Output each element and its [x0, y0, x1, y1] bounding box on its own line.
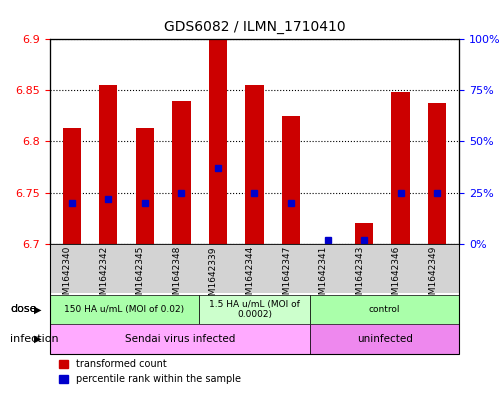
Text: GSM1642347: GSM1642347 [282, 246, 291, 307]
Text: ▶: ▶ [33, 305, 41, 314]
Text: Sendai virus infected: Sendai virus infected [125, 334, 236, 344]
Text: GSM1642344: GSM1642344 [246, 246, 254, 307]
Bar [310, 324, 459, 354]
Bar [209, 39, 227, 244]
Text: 150 HA u/mL (MOI of 0.02): 150 HA u/mL (MOI of 0.02) [64, 305, 184, 314]
Title: GDS6082 / ILMN_1710410: GDS6082 / ILMN_1710410 [164, 20, 345, 34]
Text: control: control [369, 305, 400, 314]
Bar [99, 85, 117, 244]
Text: infection: infection [10, 334, 58, 344]
Bar [392, 92, 410, 244]
Text: GSM1642339: GSM1642339 [209, 246, 218, 307]
Text: GSM1642342: GSM1642342 [99, 246, 108, 307]
Bar [50, 295, 199, 324]
Text: 1.5 HA u/mL (MOI of
0.0002): 1.5 HA u/mL (MOI of 0.0002) [209, 300, 300, 319]
Bar [136, 128, 154, 244]
Bar [199, 295, 310, 324]
Bar [50, 324, 310, 354]
Bar [428, 103, 446, 244]
Bar [63, 128, 81, 244]
FancyBboxPatch shape [50, 244, 459, 293]
Text: GSM1642345: GSM1642345 [136, 246, 145, 307]
Bar [310, 295, 459, 324]
Bar [246, 85, 263, 244]
Text: GSM1642348: GSM1642348 [173, 246, 182, 307]
Text: ▶: ▶ [33, 334, 41, 344]
Bar [172, 101, 191, 244]
Text: dose: dose [10, 305, 36, 314]
Text: GSM1642343: GSM1642343 [355, 246, 364, 307]
Bar [355, 223, 373, 244]
Text: uninfected: uninfected [357, 334, 413, 344]
Bar [282, 116, 300, 244]
Text: dose: dose [10, 305, 36, 314]
Text: GSM1642340: GSM1642340 [63, 246, 72, 307]
Text: GSM1642349: GSM1642349 [428, 246, 437, 307]
Text: GSM1642341: GSM1642341 [318, 246, 327, 307]
Text: GSM1642346: GSM1642346 [392, 246, 401, 307]
Legend: transformed count, percentile rank within the sample: transformed count, percentile rank withi… [55, 356, 245, 388]
